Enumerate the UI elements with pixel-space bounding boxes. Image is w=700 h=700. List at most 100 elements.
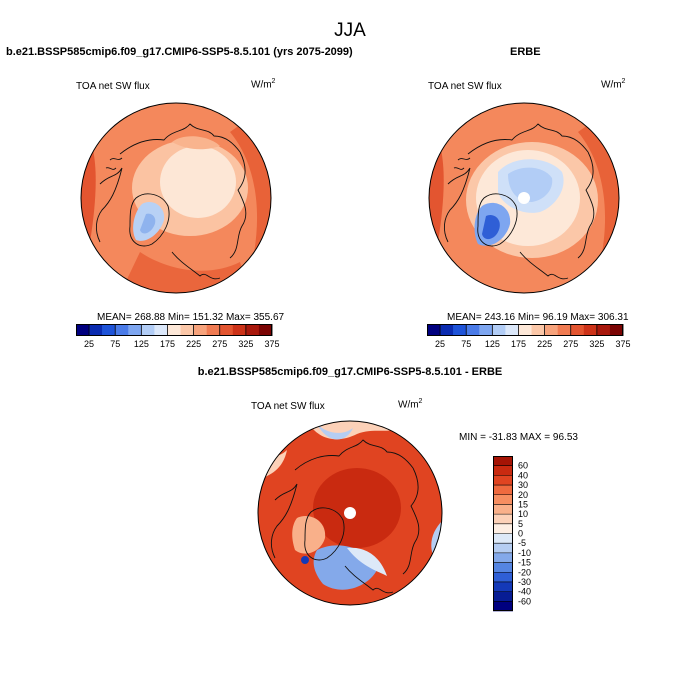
diff-stats: MIN = -31.83 MAX = 96.53: [459, 432, 578, 443]
colorbar-tick-label: 30: [518, 480, 528, 490]
obs-map-border: [428, 102, 620, 294]
diff-field-greenland: [292, 516, 326, 554]
colorbar-swatch: [544, 324, 558, 336]
colorbar-swatch: [493, 562, 513, 573]
colorbar-tick-label: 225: [537, 339, 552, 349]
colorbar-swatch: [493, 533, 513, 544]
colorbar-swatch: [427, 324, 441, 336]
colorbar-swatch: [570, 324, 585, 336]
obs-polar-map: [428, 102, 620, 294]
colorbar-swatch: [206, 324, 221, 336]
model-coastline-arch: [105, 157, 123, 170]
model-variable-label: TOA net SW flux: [76, 81, 150, 92]
diff-coastline-south: [344, 565, 394, 594]
colorbar-swatch: [596, 324, 611, 336]
obs-coastline-greenland: [477, 193, 518, 247]
obs-coastline-west: [443, 167, 471, 243]
model-coastline-south: [171, 251, 221, 280]
model-field-north-patch: [172, 136, 220, 150]
colorbar-tick-label: -60: [518, 596, 531, 606]
obs-pole-hole: [518, 192, 530, 204]
colorbar-tick-label: -40: [518, 587, 531, 597]
model-units-label: W/m2: [251, 78, 276, 91]
colorbar-tick-label: 175: [160, 339, 175, 349]
diff-polar-map: [257, 420, 443, 606]
diff-pole-hole: [344, 507, 356, 519]
diff-coastline-west: [270, 483, 298, 559]
colorbar-swatch: [493, 591, 513, 602]
colorbar-swatch: [167, 324, 181, 336]
model-map-border: [80, 102, 272, 294]
colorbar-swatch: [493, 514, 513, 525]
diff-variable-label: TOA net SW flux: [251, 401, 325, 412]
model-field-inner: [160, 146, 236, 218]
obs-stats: MEAN= 243.16 Min= 96.19 Max= 306.31: [447, 312, 629, 323]
colorbar-tick-label: 175: [511, 339, 526, 349]
colorbar-tick-label: 40: [518, 470, 528, 480]
diff-coastline-greenland: [304, 507, 345, 561]
colorbar-swatch: [531, 324, 545, 336]
model-coastline-east: [229, 151, 247, 259]
colorbar-tick-label: 20: [518, 490, 528, 500]
colorbar-swatch: [493, 572, 513, 583]
colorbar-swatch: [232, 324, 247, 336]
colorbar-swatch: [76, 324, 90, 336]
colorbar-tick-label: 275: [563, 339, 578, 349]
colorbar-swatch: [115, 324, 129, 336]
colorbar-tick-label: 325: [589, 339, 604, 349]
obs-colorbar: 25 75 125 175 225 275 325 375: [427, 324, 631, 349]
model-polar-map: [80, 102, 272, 294]
colorbar-swatch: [492, 324, 506, 336]
colorbar-swatch: [479, 324, 493, 336]
colorbar-tick-label: -10: [518, 548, 531, 558]
obs-variable-label: TOA net SW flux: [428, 81, 502, 92]
colorbar-tick-label: 10: [518, 509, 528, 519]
colorbar-tick-label: 375: [264, 339, 279, 349]
colorbar-swatch: [493, 456, 513, 466]
colorbar-tick-label: -30: [518, 577, 531, 587]
colorbar-swatch: [141, 324, 155, 336]
colorbar-tick-label: 25: [84, 339, 94, 349]
colorbar-swatch: [128, 324, 142, 336]
colorbar-tick-label: 0: [518, 529, 523, 539]
model-coastline-north: [119, 123, 241, 155]
colorbar-tick-label: 125: [134, 339, 149, 349]
obs-coastline-north: [467, 123, 589, 155]
colorbar-tick-label: 325: [238, 339, 253, 349]
colorbar-swatch: [518, 324, 532, 336]
colorbar-tick-label: 75: [461, 339, 471, 349]
model-coastline-greenland: [129, 193, 170, 247]
diff-units-label: W/m2: [398, 398, 423, 411]
colorbar-swatch: [493, 601, 513, 612]
colorbar-swatch: [493, 552, 513, 563]
colorbar-tick-label: 25: [435, 339, 445, 349]
colorbar-swatch: [493, 543, 513, 554]
colorbar-swatch: [583, 324, 598, 336]
colorbar-swatch: [493, 485, 513, 496]
colorbar-tick-label: 375: [615, 339, 630, 349]
colorbar-tick-label: 60: [518, 461, 528, 471]
colorbar-tick-label: 225: [186, 339, 201, 349]
colorbar-tick-label: 275: [212, 339, 227, 349]
colorbar-tick-label: -5: [518, 538, 526, 548]
obs-field-greenland-core: [482, 214, 500, 240]
colorbar-swatch: [102, 324, 116, 336]
colorbar-swatch: [609, 324, 624, 336]
diff-map-border: [257, 420, 443, 606]
colorbar-swatch: [440, 324, 454, 336]
colorbar-swatch: [493, 475, 513, 486]
model-panel-title: b.e21.BSSP585cmip6.f09_g17.CMIP6-SSP5-8.…: [6, 46, 353, 58]
colorbar-swatch: [154, 324, 168, 336]
obs-coastline-east: [577, 151, 595, 259]
diff-field-north-blue: [317, 424, 353, 440]
colorbar-swatch: [505, 324, 519, 336]
obs-coastline-arch: [453, 157, 471, 170]
colorbar-tick-label: 15: [518, 499, 528, 509]
model-coastline-west: [95, 167, 123, 243]
diff-field-core: [313, 468, 401, 548]
colorbar-swatch: [493, 465, 513, 476]
figure-title: JJA: [334, 20, 366, 41]
diff-coastline-north: [294, 439, 414, 471]
colorbar-swatch: [557, 324, 572, 336]
